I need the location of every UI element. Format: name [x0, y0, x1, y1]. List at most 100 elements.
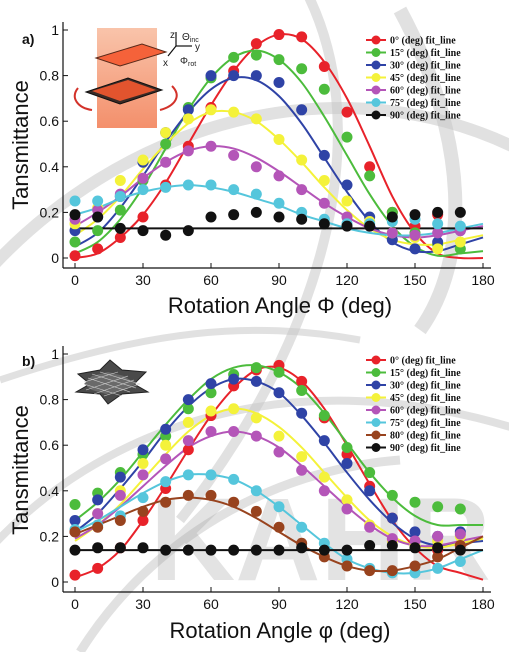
legend-marker-90deg — [371, 443, 381, 452]
legend-entry-0deg: 0° (deg) fit_line — [390, 356, 456, 367]
x-tick-label: 90 — [271, 272, 287, 288]
data-point-80deg — [114, 514, 126, 526]
data-point-60deg — [250, 161, 262, 173]
data-point-60deg — [205, 426, 217, 438]
data-point-90deg — [137, 225, 149, 237]
data-point-75deg — [92, 195, 104, 207]
x-tick-label: 180 — [471, 596, 495, 612]
legend-marker-0deg — [371, 35, 381, 45]
data-point-80deg — [364, 565, 376, 577]
data-point-80deg — [228, 496, 240, 508]
data-point-15deg — [250, 362, 262, 374]
data-point-0deg — [137, 211, 149, 223]
data-point-60deg — [273, 446, 285, 458]
data-point-30deg — [296, 407, 308, 419]
data-point-30deg — [250, 375, 262, 387]
data-point-75deg — [432, 562, 444, 574]
data-point-80deg — [341, 560, 353, 572]
data-point-30deg — [250, 70, 262, 82]
data-point-0deg — [296, 375, 308, 387]
legend-marker-90deg — [371, 110, 381, 120]
data-point-90deg — [454, 206, 466, 218]
data-point-45deg — [182, 113, 194, 125]
data-point-30deg — [228, 70, 240, 82]
data-point-30deg — [92, 494, 104, 506]
data-point-90deg — [296, 213, 308, 225]
data-point-90deg — [182, 544, 194, 556]
x-tick-label: 30 — [135, 596, 151, 612]
data-point-15deg — [296, 63, 308, 75]
data-point-90deg — [318, 544, 330, 556]
y-tick-label: 0 — [51, 574, 59, 590]
data-point-45deg — [250, 412, 262, 424]
data-point-60deg — [318, 197, 330, 209]
legend-entry-0deg: 0° (deg) fit_line — [390, 36, 456, 47]
y-tick-label: 0.8 — [40, 392, 60, 408]
data-point-45deg — [160, 439, 172, 451]
data-point-75deg — [137, 492, 149, 504]
data-point-80deg — [432, 551, 444, 563]
data-point-0deg — [92, 562, 104, 574]
data-point-45deg — [454, 236, 466, 248]
data-point-45deg — [318, 471, 330, 483]
data-point-90deg — [160, 229, 172, 241]
svg-text:Θinc: Θinc — [182, 32, 199, 44]
data-point-60deg — [182, 145, 194, 157]
data-point-0deg — [69, 569, 81, 581]
data-point-60deg — [341, 503, 353, 515]
data-point-30deg — [160, 423, 172, 435]
data-point-90deg — [432, 206, 444, 218]
data-point-80deg — [137, 505, 149, 517]
data-point-45deg — [273, 430, 285, 442]
y-tick-label: 0.6 — [40, 113, 60, 129]
data-point-75deg — [114, 190, 126, 202]
data-point-15deg — [205, 387, 217, 399]
data-point-60deg — [454, 528, 466, 540]
data-point-45deg — [114, 174, 126, 186]
data-point-60deg — [296, 184, 308, 196]
y-tick-label: 0.4 — [40, 483, 60, 499]
data-point-75deg — [160, 181, 172, 193]
svg-text:Φrot: Φrot — [180, 56, 196, 68]
data-point-0deg — [273, 29, 285, 41]
y-tick-label: 0.6 — [40, 437, 60, 453]
data-point-45deg — [432, 243, 444, 255]
data-point-75deg — [273, 197, 285, 209]
legend-entry-45deg: 45° (deg) fit_line — [390, 73, 461, 84]
data-point-90deg — [318, 218, 330, 230]
legend-marker-60deg — [371, 85, 381, 95]
data-point-60deg — [409, 229, 421, 241]
y-tick-label: 0.8 — [40, 68, 60, 84]
legend-marker-75deg — [371, 98, 381, 107]
data-point-15deg — [250, 49, 262, 61]
data-point-15deg — [341, 441, 353, 453]
data-point-60deg — [318, 485, 330, 497]
x-tick-label: 60 — [203, 596, 219, 612]
data-point-90deg — [250, 206, 262, 218]
panel-b-axes: 0 30 60 90 120 150 180 0 0.2 0.4 0.6 0.8 1 — [40, 346, 495, 612]
y-tick-label: 0 — [51, 250, 59, 266]
panel-a-x-axis-label: Rotation Angle Φ (deg) — [168, 293, 392, 318]
data-point-15deg — [273, 54, 285, 66]
data-point-75deg — [137, 184, 149, 196]
data-point-30deg — [364, 485, 376, 497]
legend-entry-30deg: 30° (deg) fit_line — [390, 61, 461, 72]
data-point-45deg — [228, 403, 240, 415]
legend-entry-45deg: 45° (deg) fit_line — [390, 393, 461, 404]
legend-marker-30deg — [371, 380, 381, 390]
x-tick-label: 150 — [403, 596, 427, 612]
data-point-45deg — [318, 174, 330, 186]
data-point-90deg — [296, 542, 308, 554]
data-point-15deg — [386, 489, 398, 501]
swoosh-arc-2 — [176, 0, 343, 524]
panel-a-letter: a) — [22, 31, 34, 47]
legend-marker-15deg — [371, 368, 381, 377]
data-point-60deg — [137, 172, 149, 184]
data-point-45deg — [137, 457, 149, 469]
data-point-0deg — [364, 161, 376, 173]
data-point-15deg — [69, 236, 81, 248]
data-point-90deg — [409, 209, 421, 221]
legend-marker-45deg — [371, 73, 381, 82]
x-tick-label: 60 — [203, 272, 219, 288]
